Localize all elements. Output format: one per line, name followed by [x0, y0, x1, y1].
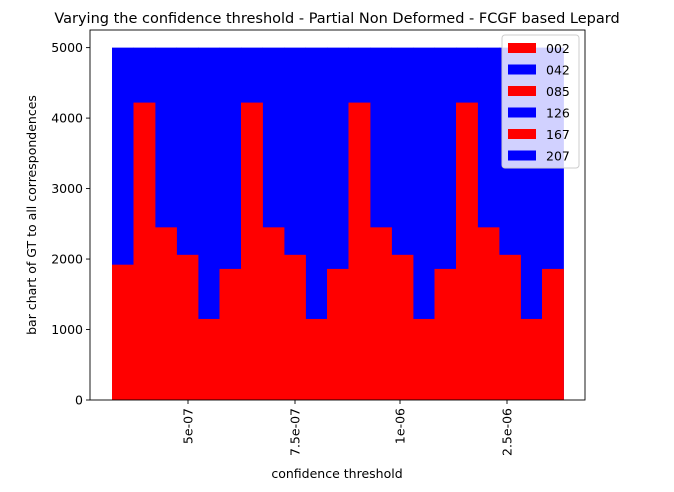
bar-series-1-18 — [499, 254, 521, 400]
legend-swatch — [508, 150, 536, 161]
bar-series-1-1 — [133, 102, 156, 400]
chart-title: Varying the confidence threshold - Parti… — [54, 11, 619, 27]
legend-label: 126 — [546, 106, 570, 121]
bar-series-1-15 — [434, 268, 457, 400]
y-tick-label: 1000 — [51, 322, 83, 337]
bar-series-0-4 — [198, 47, 220, 401]
x-tick-label: 1e-06 — [393, 408, 408, 444]
legend-swatch — [508, 43, 536, 53]
y-axis: 0 1000 2000 3000 4000 5000 — [51, 40, 90, 408]
bar-series-1-8 — [284, 254, 306, 400]
x-tick-label: 7.5e-07 — [288, 408, 303, 456]
x-axis-label: confidence threshold — [271, 466, 402, 481]
bar-series-1-16 — [456, 102, 478, 400]
legend-label: 167 — [546, 127, 570, 142]
y-tick-label: 4000 — [51, 111, 83, 126]
bar-series-0-14 — [413, 47, 435, 401]
y-tick-label: 3000 — [51, 181, 83, 196]
y-axis-label: bar chart of GT to all correspondences — [24, 95, 39, 335]
bar-series-0-9 — [305, 47, 328, 401]
legend-label: 207 — [546, 149, 570, 164]
bar-series-1-5 — [219, 268, 242, 400]
bar-series-1-12 — [370, 227, 392, 400]
x-tick-label: 2.5e-06 — [500, 408, 515, 456]
bar-series-1-13 — [391, 254, 414, 400]
legend-label: 042 — [546, 63, 570, 78]
legend-swatch — [508, 86, 536, 96]
bar-series-1-0 — [112, 264, 134, 400]
x-tick-label: 5e-07 — [181, 408, 196, 444]
bar-series-1-3 — [176, 254, 199, 400]
x-axis: 5e-07 7.5e-07 1e-06 2.5e-06 — [181, 400, 515, 456]
legend: 002 042 085 126 167 207 — [501, 34, 580, 169]
plot-frame — [89, 29, 586, 401]
bar-series-1-7 — [262, 227, 285, 400]
bar-series-1-11 — [348, 102, 371, 400]
y-tick-label: 0 — [75, 393, 83, 408]
bar-series-1-19 — [520, 318, 543, 400]
y-tick-label: 2000 — [51, 252, 83, 267]
legend-swatch — [508, 64, 536, 75]
bar-series-1-4 — [198, 318, 220, 400]
bar-series-1-20 — [542, 268, 564, 400]
bar-series-1-14 — [413, 318, 435, 400]
legend-swatch — [508, 107, 536, 118]
bar-series-1-9 — [305, 318, 328, 400]
legend-label: 085 — [546, 84, 570, 99]
legend-swatch — [508, 129, 536, 139]
bar-series-1-17 — [477, 227, 500, 400]
bars-layer — [112, 47, 564, 401]
bar-series-1-6 — [241, 102, 263, 400]
bar-series-1-10 — [327, 268, 349, 400]
bar-series-1-2 — [155, 227, 177, 400]
legend-label: 002 — [546, 41, 570, 56]
y-tick-label: 5000 — [51, 40, 83, 55]
